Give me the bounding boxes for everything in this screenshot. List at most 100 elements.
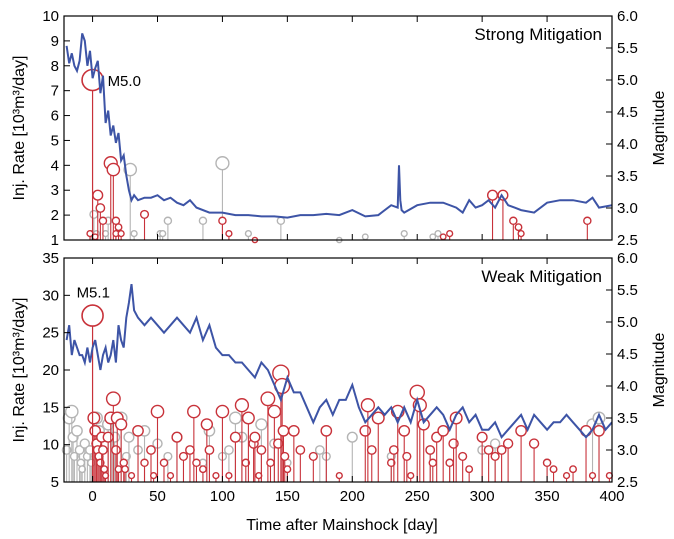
red-earthquake-point (105, 391, 121, 407)
red-earthquake-point (204, 445, 215, 455)
red-earthquake-point (476, 431, 488, 443)
red-earthquake-point (111, 445, 121, 455)
y-right-tick-label: 6.0 (617, 8, 638, 25)
y-right-tick-label: 2.5 (617, 474, 638, 491)
red-earthquake-point (542, 458, 552, 468)
red-earthquake-point (490, 451, 500, 461)
red-earthquake-point (119, 458, 128, 468)
red-earthquake-point (260, 391, 276, 407)
ticks-weak: 0 50 100 150 200 250 300 350 400 5 10 15 20 25 30 35 2.5… (42, 250, 638, 505)
red-earthquake-point (283, 465, 292, 474)
y-left-tick-label: 6 (51, 108, 59, 125)
red-earthquake-point (114, 418, 128, 431)
x-axis-title: Time after Mainshock [day] (246, 517, 437, 534)
red-earthquake-point (225, 229, 233, 238)
red-earthquake-point (185, 445, 195, 455)
y-left-tick-label: 15 (42, 399, 59, 416)
ticks-strong: 1 2 3 4 5 6 7 8 9 10 2.5 3.0 3.5 4.0 4.5 5.0 5.5 6.0 (42, 8, 638, 249)
panel-strong-mitigation: 1 2 3 4 5 6 7 8 9 10 2.5 3.0 3.5 4.0 4.5 5.0 5.5 6.0 Stro… (11, 8, 668, 249)
ylabel-left-strong: Inj. Rate [10³m³/day] (11, 56, 28, 201)
red-earthquake-point (149, 471, 158, 480)
red-earthquake-point (273, 438, 284, 449)
red-earthquake-point (425, 445, 436, 455)
ylabel-left-weak: Inj. Rate [10³m³/day] (11, 298, 28, 443)
y-right-tick-label: 3.0 (617, 200, 638, 217)
red-earthquake-point (234, 398, 250, 413)
red-earthquake-point (320, 424, 333, 437)
red-earthquake-point (140, 458, 149, 468)
x-tick-label: 300 (470, 488, 495, 505)
gray-earthquake-point (224, 445, 234, 455)
red-earthquake-point (192, 458, 201, 468)
red-earthquake-point (445, 458, 454, 468)
x-tick-label: 250 (405, 488, 430, 505)
red-earthquake-point (514, 223, 523, 232)
gray-earthquake-point (400, 229, 408, 238)
red-earthquake-point (509, 216, 518, 226)
gray-earthquake-point (163, 216, 173, 226)
red-earthquake-point (448, 438, 459, 449)
y-left-tick-label: 10 (42, 8, 59, 25)
red-earthquake-point (496, 445, 507, 455)
y-left-tick-label: 10 (42, 437, 59, 454)
gray-earthquake-point (361, 233, 369, 241)
y-left-tick-label: 8 (51, 58, 59, 75)
red-earthquake-point (335, 471, 343, 480)
gray-earthquake-point (159, 229, 167, 238)
y-right-tick-label: 2.5 (617, 232, 638, 249)
injection-rate-line-weak (65, 283, 612, 440)
red-earthquake-point (593, 424, 605, 437)
red-earthquake-point (515, 424, 527, 437)
red-earthquake-point (458, 451, 468, 461)
red-earthquake-point (483, 445, 494, 455)
red-earthquake-point (98, 445, 108, 455)
x-tick-label: 350 (535, 488, 560, 505)
y-left-tick-label: 5 (51, 474, 59, 491)
red-earthquake-point (178, 451, 189, 461)
y-right-tick-label: 5.5 (617, 282, 638, 299)
panel-title-strong: Strong Mitigation (474, 25, 602, 44)
red-earthquake-point (132, 424, 144, 437)
y-right-tick-label: 6.0 (617, 250, 638, 267)
x-tick-label: 100 (210, 488, 235, 505)
red-earthquake-point (98, 216, 108, 226)
red-earthquake-point (308, 451, 318, 461)
red-earthquake-point (562, 471, 571, 480)
red-earthquake-point (386, 458, 396, 468)
red-earthquake-point (517, 229, 525, 238)
red-earthquake-point (446, 229, 454, 238)
ylabel-right-weak: Magnitude (651, 333, 668, 408)
y-left-tick-label: 25 (42, 325, 59, 342)
red-earthquake-point (249, 431, 261, 443)
ylabel-right-strong: Magnitude (651, 91, 668, 166)
y-right-tick-label: 4.0 (617, 136, 638, 153)
gray-earthquake-point (123, 431, 135, 443)
red-earthquake-point (486, 189, 499, 201)
red-earthquake-point (225, 471, 233, 480)
red-earthquake-point (388, 445, 399, 455)
panel-title-weak: Weak Mitigation (481, 267, 602, 286)
red-events-strong (81, 68, 592, 244)
red-earthquake-point (166, 471, 175, 480)
red-events-weak (81, 304, 614, 482)
red-earthquake-point (366, 445, 377, 455)
red-earthquake-point (218, 216, 227, 226)
red-earthquake-point (87, 411, 101, 425)
y-left-tick-label: 30 (42, 287, 59, 304)
red-earthquake-point (127, 471, 136, 480)
red-earthquake-point (150, 404, 165, 419)
x-tick-label: 50 (149, 488, 166, 505)
red-earthquake-point (212, 471, 220, 480)
gray-earthquake-point (64, 404, 79, 419)
red-earthquake-point (139, 209, 150, 219)
red-earthquake-point (101, 471, 110, 480)
red-earthquake-point (114, 223, 123, 232)
red-earthquake-point (241, 458, 251, 468)
red-earthquake-point (92, 189, 104, 201)
gray-earthquake-point (71, 424, 83, 437)
plot-frame-weak (63, 257, 613, 483)
red-earthquake-point (407, 471, 415, 480)
y-left-tick-label: 35 (42, 250, 59, 267)
gray-earthquake-point (79, 438, 90, 449)
